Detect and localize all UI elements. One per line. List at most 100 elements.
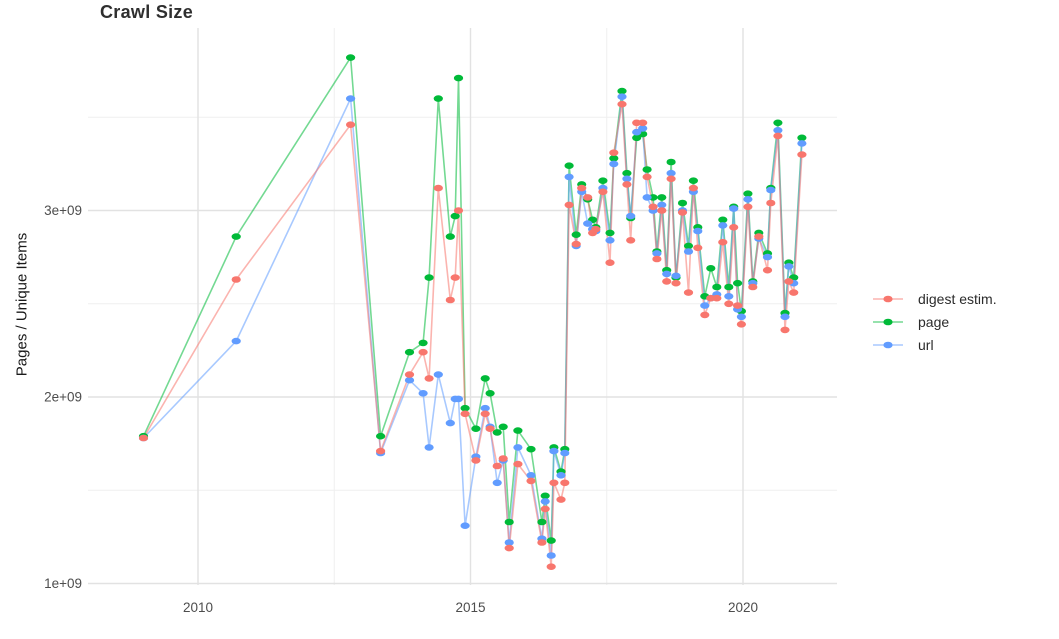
series-point-page bbox=[504, 518, 514, 526]
series-point-page bbox=[718, 216, 728, 224]
series-point-digest-estim- bbox=[591, 225, 601, 233]
series-point-page bbox=[564, 162, 574, 169]
series-point-page bbox=[688, 177, 699, 184]
series-point-digest-estim- bbox=[700, 311, 710, 319]
series-point-url bbox=[729, 205, 739, 212]
series-point-page bbox=[537, 518, 547, 526]
series-point-page bbox=[460, 404, 470, 412]
series-point-digest-estim- bbox=[376, 447, 386, 455]
chart-title: Crawl Size bbox=[100, 2, 194, 22]
series-point-digest-estim- bbox=[564, 201, 574, 209]
series-point-digest-estim- bbox=[683, 289, 694, 296]
legend-key-dot bbox=[883, 318, 893, 325]
series-point-url bbox=[784, 263, 794, 270]
series-point-url bbox=[700, 302, 710, 309]
series-point-url bbox=[556, 472, 566, 479]
series-point-digest-estim- bbox=[460, 410, 470, 418]
series-point-url bbox=[666, 169, 676, 177]
legend-key-dot bbox=[883, 295, 893, 302]
series-point-url bbox=[638, 125, 648, 132]
series-point-digest-estim- bbox=[638, 119, 648, 127]
series-point-digest-estim- bbox=[662, 278, 672, 285]
series-point-page bbox=[666, 158, 676, 166]
legend-item-digest-estim-: digest estim. bbox=[872, 290, 997, 307]
legend-label: page bbox=[918, 313, 950, 330]
series-point-digest-estim- bbox=[138, 434, 149, 442]
series-point-digest-estim- bbox=[688, 184, 699, 192]
series-point-page bbox=[445, 233, 455, 240]
series-point-page bbox=[683, 242, 694, 250]
series-point-digest-estim- bbox=[480, 410, 490, 418]
series-point-digest-estim- bbox=[712, 294, 722, 302]
series-point-page bbox=[498, 423, 508, 431]
series-point-url bbox=[609, 160, 619, 168]
series-point-page bbox=[376, 432, 386, 440]
series-point-page bbox=[677, 199, 688, 207]
series-point-url bbox=[652, 250, 662, 257]
x-tick-label: 2015 bbox=[455, 600, 485, 615]
series-point-page bbox=[418, 339, 428, 347]
series-point-digest-estim- bbox=[583, 194, 593, 201]
series-point-url bbox=[718, 222, 728, 229]
series-point-digest-estim- bbox=[556, 496, 566, 503]
series-point-page bbox=[605, 229, 615, 237]
series-point-digest-estim- bbox=[598, 188, 608, 196]
legend-key-icon bbox=[873, 318, 903, 325]
series-point-digest-estim- bbox=[513, 460, 523, 468]
series-point-page bbox=[743, 190, 753, 197]
series-point-page bbox=[540, 492, 550, 500]
legend-key-dot bbox=[883, 341, 893, 348]
series-point-url bbox=[736, 313, 747, 321]
series-point-digest-estim- bbox=[780, 326, 790, 334]
series-point-digest-estim- bbox=[789, 289, 799, 296]
legend-label: url bbox=[918, 336, 934, 353]
series-point-digest-estim- bbox=[766, 199, 776, 207]
series-point-page bbox=[797, 134, 807, 142]
y-tick-label: 1e+09 bbox=[44, 576, 82, 591]
series-point-digest-estim- bbox=[504, 544, 514, 552]
series-point-url bbox=[773, 127, 783, 134]
series-point-digest-estim- bbox=[784, 278, 794, 285]
series-point-url bbox=[546, 552, 556, 559]
series-point-url bbox=[480, 404, 490, 412]
series-point-url bbox=[622, 175, 632, 183]
series-point-digest-estim- bbox=[433, 184, 443, 192]
series-point-digest-estim- bbox=[677, 209, 688, 216]
series-point-digest-estim- bbox=[718, 238, 728, 246]
series-point-digest-estim- bbox=[498, 455, 508, 462]
series-point-page bbox=[632, 134, 642, 142]
series-point-url bbox=[560, 449, 570, 457]
legend: digest estim. page url bbox=[872, 290, 997, 353]
series-point-url bbox=[626, 212, 636, 220]
legend-key-icon bbox=[873, 341, 903, 348]
series-point-digest-estim- bbox=[418, 348, 428, 356]
series-point-url bbox=[657, 201, 667, 209]
series-point-url bbox=[693, 227, 703, 235]
y-axis-title: Pages / Unique Items bbox=[13, 232, 31, 377]
series-point-page bbox=[657, 194, 667, 201]
series-point-digest-estim- bbox=[657, 207, 667, 214]
series-point-page bbox=[346, 54, 356, 61]
series-point-url bbox=[797, 140, 807, 147]
series-point-url bbox=[780, 313, 790, 321]
series-point-page bbox=[404, 348, 415, 356]
series-point-digest-estim- bbox=[743, 203, 753, 211]
series-point-url bbox=[605, 237, 615, 244]
series-point-url bbox=[617, 93, 627, 100]
series-point-digest-estim- bbox=[577, 184, 587, 192]
series-point-url bbox=[583, 220, 593, 227]
series-point-url bbox=[418, 390, 428, 397]
series-point-url bbox=[632, 128, 642, 136]
series-point-digest-estim- bbox=[485, 425, 495, 433]
series-point-url bbox=[492, 479, 502, 487]
series-point-url bbox=[762, 253, 773, 261]
series-point-page bbox=[526, 445, 536, 453]
series-point-digest-estim- bbox=[666, 175, 676, 183]
series-point-url bbox=[513, 444, 523, 451]
series-point-url bbox=[564, 173, 574, 181]
series-point-page bbox=[598, 177, 608, 184]
series-point-digest-estim- bbox=[404, 371, 415, 378]
series-point-page bbox=[231, 233, 241, 240]
series-point-digest-estim- bbox=[605, 259, 615, 267]
